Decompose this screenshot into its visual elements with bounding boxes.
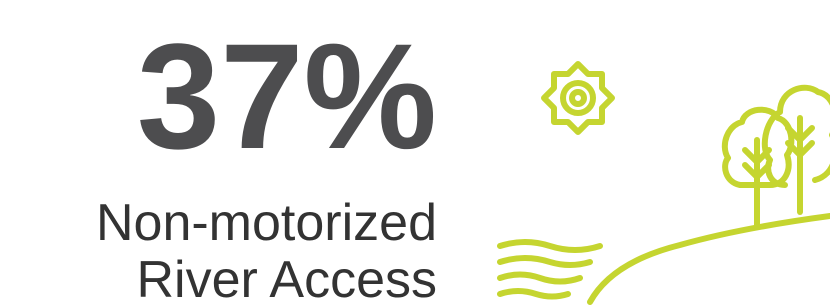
sun-ring — [563, 83, 593, 113]
sun-core — [572, 92, 584, 104]
wave — [500, 275, 580, 282]
infographic: 37% Non-motorized River Access — [0, 0, 830, 307]
stat-label: River Access — [136, 251, 437, 307]
sun — [544, 64, 612, 132]
stat-label: Non-motorized — [96, 194, 437, 252]
wave — [500, 258, 590, 265]
hill — [590, 216, 830, 302]
stat-value: 37% — [137, 12, 437, 180]
wave — [500, 291, 568, 297]
wave — [500, 242, 600, 250]
river-icon — [500, 64, 830, 302]
